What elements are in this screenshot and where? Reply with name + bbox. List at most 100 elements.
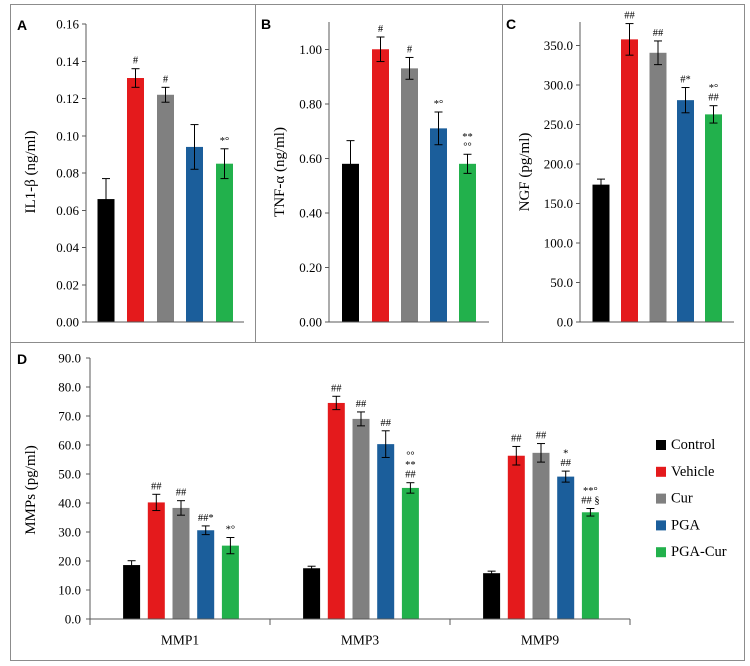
panel-d-y-axis-label: MMPs (pg/ml) [23,445,39,535]
panel-a-y-axis-label: IL1-β (ng/ml) [23,130,39,213]
panel-d-bar-mmp1-cur [172,507,190,619]
panel-a-error-bar-pga [190,124,199,170]
panel-d-significance-mark-mmp9-pga-cur: **° [583,486,598,497]
panel-d-category-label: MMP9 [521,633,560,648]
legend: Control Vehicle Cur PGA PGA-Cur [656,437,727,560]
panel-a-error-bar-pga-cur [220,148,229,180]
panel-d-bar-mmp9-vehicle [507,455,525,619]
legend-label-pga-cur: PGA-Cur [671,544,727,560]
panel-b-bar-pga [430,128,447,322]
panel-d-bar-mmp1-pga-cur [221,545,239,619]
panel-d-error-bar-mmp9-cur [537,443,545,463]
panel-c-y-tick-label: 300.0 [544,78,573,93]
panel-d-y-tick-label: 60.0 [58,438,81,453]
panel-c-error-bar-control [597,178,605,191]
legend-item-cur: Cur [656,491,693,507]
legend-swatch-cur [656,493,666,504]
panel-c-bar-vehicle [621,39,638,323]
panel-a-significance-mark-cur: # [163,74,169,85]
panel-d-y-tick-label: 90.0 [58,351,81,366]
panel-c-bar-control [592,184,610,322]
panel-c-significance-mark-cur: ## [653,28,664,39]
panel-a-significance-mark-pga-cur: *° [220,136,229,147]
panel-b-error-bar-control [346,140,355,188]
panel-d-significance-mark-mmp9-vehicle: ## [511,433,522,444]
panel-c-y-tick-label: 200.0 [544,157,573,172]
panel-a-bar-pga [186,146,203,322]
panel-d-letter: D [17,351,27,367]
panel-d-bar-mmp1-control [123,565,141,619]
panel-d-significance-mark-mmp1-pga: ##* [198,513,214,524]
panel-b-y-axis-label: TNF-α (ng/ml) [272,127,288,217]
panel-d-error-bar-mmp3-control [307,565,316,571]
panel-c-significance-mark-pga: #* [680,75,691,86]
panel-a-y-tick-label: 0.08 [56,166,79,181]
panel-c-letter: C [506,16,516,32]
panel-d-error-bar-mmp1-pga-cur [226,537,235,555]
panel-b-error-bar-pga-cur [463,153,472,174]
panel-b-y-tick-label: 1.00 [299,42,322,57]
panel-b-bar-control [342,163,359,322]
legend-item-pga-cur: PGA-Cur [656,544,727,560]
panel-d-bar-mmp1-vehicle [147,502,165,619]
panel-a-bar-pga-cur [216,163,233,322]
panel-d-significance-mark-mmp1-vehicle: ## [151,481,162,492]
legend-item-pga: PGA [656,517,701,533]
panel-d-error-bar-mmp1-control [127,560,136,570]
panel-d-error-bar-mmp1-cur [177,500,185,516]
panel-b-y-tick-label: 0.40 [299,205,322,220]
panel-d-error-bar-mmp3-pga-cur [406,482,415,494]
panel-d-bar-mmp9-control [483,573,501,619]
panel-a-y-tick-label: 0.16 [56,17,79,32]
panel-c-y-tick-label: 250.0 [544,117,573,132]
panel-b-bar-cur [401,68,418,322]
panel-d-category-label: MMP1 [161,633,199,648]
legend-label-pga: PGA [671,517,701,533]
panel-c-error-bar-vehicle [625,23,634,56]
panel-a-error-bar-control [102,178,110,221]
panel-d-y-tick-label: 30.0 [58,525,81,540]
legend-label-control: Control [671,437,715,453]
legend-item-control: Control [656,437,715,453]
panel-a-y-tick-label: 0.00 [56,315,79,330]
panel-d-y-tick-label: 50.0 [58,467,81,482]
panel-b-significance-mark-pga-cur: °° [463,141,471,152]
panel-b-error-bar-cur [405,56,414,80]
panel-c-bar-pga [677,100,694,322]
panel-c-bar-pga-cur [705,114,722,322]
panel-d-significance-mark-mmp9-pga-cur: ## § [581,496,599,507]
panel-a-letter: A [17,17,27,33]
panel-a-y-tick-label: 0.06 [56,203,79,218]
panel-d-significance-mark-mmp1-cur: ## [176,488,187,499]
panel-b-significance-mark-cur: # [407,44,413,55]
panel-a-y-tick-label: 0.02 [56,277,79,292]
panel-d-y-tick-label: 20.0 [58,554,81,569]
panel-d-significance-mark-mmp3-vehicle: ## [331,383,342,394]
panel-a-y-tick-label: 0.04 [56,240,79,255]
panel-d-error-bar-mmp9-pga-cur [586,508,595,517]
panel-b-error-bar-pga [434,111,443,146]
panel-d-significance-mark-mmp3-pga-cur: ** [405,460,416,471]
panel-d-error-bar-mmp9-control [487,570,496,576]
panel-d-y-tick-label: 10.0 [58,583,81,598]
panel-d-y-tick-label: 80.0 [58,380,81,395]
panel-d-bar-mmp3-control [303,568,321,619]
panel-d-significance-mark-mmp3-pga-cur: ## [405,470,416,481]
panel-c: 0.0 50.0 100.0 150.0 200.0 250.0 300.0 350.0 NGF… [506,11,734,330]
panel-d-significance-mark-mmp3-pga-cur: °° [406,451,414,462]
panel-d-error-bar-mmp1-pga [201,525,210,536]
legend-label-cur: Cur [671,491,693,507]
panel-d-bar-mmp9-cur [532,452,550,619]
panel-d-bar-mmp9-pga-cur [581,512,599,619]
panel-a-y-tick-label: 0.10 [56,128,79,143]
panel-b-y-tick-label: 0.20 [299,260,322,275]
panel-b-error-bar-vehicle [376,36,385,63]
panel-a-bar-cur [157,94,174,323]
panel-d-bar-mmp3-pga-cur [401,487,419,619]
panel-d-frame [10,342,745,661]
panel-d-error-bar-mmp9-vehicle [512,445,521,466]
panel-a-y-tick-label: 0.14 [56,54,79,69]
panel-a-bar-vehicle [127,78,144,322]
panel-d-error-bar-mmp3-vehicle [332,395,341,411]
panel-d-significance-mark-mmp3-pga: ## [380,418,391,429]
